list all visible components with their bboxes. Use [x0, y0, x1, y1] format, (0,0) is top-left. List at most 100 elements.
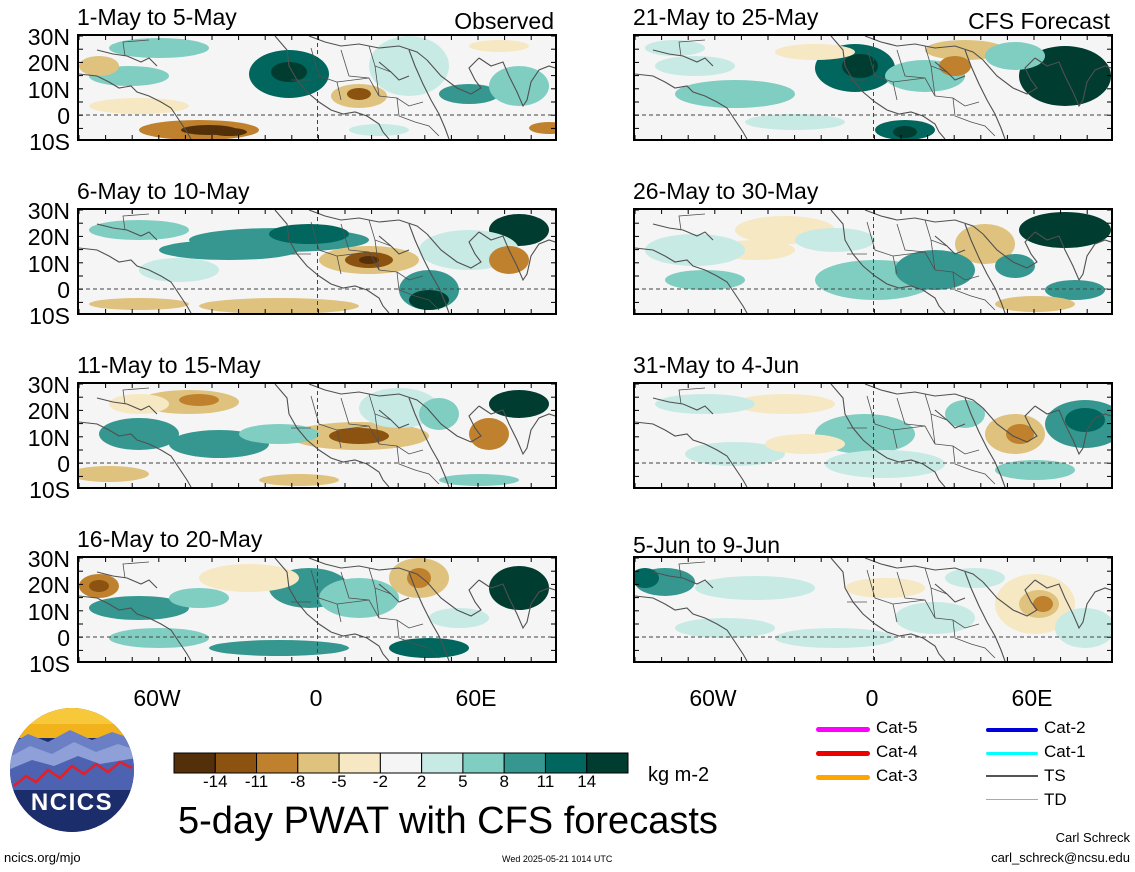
pwat-anomaly-area [169, 588, 229, 608]
coastline [408, 571, 450, 661]
lat-label: 0 [57, 625, 70, 651]
pwat-anomaly-area [329, 428, 389, 444]
coastline [635, 247, 748, 313]
pwat-anomaly-area [995, 460, 1075, 480]
pwat-anomaly-area [995, 254, 1035, 278]
coastline [478, 405, 555, 456]
pwat-anomaly-area [259, 474, 339, 486]
colorbar-tick-label: 14 [577, 772, 597, 791]
country-border [930, 239, 936, 271]
country-border [122, 213, 150, 231]
pwat-anomaly-area [1045, 280, 1105, 300]
coastline [426, 579, 482, 617]
coastline [1034, 579, 1111, 630]
country-border [934, 95, 980, 107]
map-panel-fcst-2 [633, 208, 1113, 315]
pwat-anomaly-area [995, 296, 1075, 312]
country-border [340, 49, 370, 79]
country-border [678, 387, 706, 405]
lat-label: 10N [27, 599, 70, 625]
pwat-anomaly-area [655, 56, 735, 76]
country-border [396, 619, 416, 645]
pwat-anomaly-area [1033, 596, 1053, 612]
country-border [396, 97, 416, 123]
coastline [652, 571, 714, 589]
lat-label: 30N [27, 372, 70, 398]
panel-title-obs-3: 11-May to 15-May [77, 352, 261, 378]
legend-label-cat5: Cat-5 [876, 718, 918, 737]
pwat-anomaly-area [955, 224, 1015, 264]
lat-label: 30N [27, 546, 70, 572]
legend-label-ts: TS [1044, 766, 1066, 785]
coastline [79, 421, 192, 487]
coastline [934, 61, 966, 81]
ncics-logo: NCICS [8, 706, 136, 834]
pwat-anomaly-area [419, 398, 459, 430]
pwat-anomaly-area [269, 224, 349, 244]
coastline [830, 558, 946, 661]
country-border [340, 571, 370, 601]
lat-label: 20N [27, 224, 70, 250]
country-border [866, 395, 898, 449]
coastline [274, 36, 390, 139]
colorbar-swatch [421, 752, 464, 774]
country-border [122, 561, 150, 579]
country-border [866, 569, 898, 623]
country-border [414, 121, 440, 137]
panel-title-fcst-4: 5-Jun to 9-Jun [633, 532, 781, 558]
country-border [866, 47, 898, 101]
logo-text: NCICS [31, 789, 113, 816]
country-border [952, 619, 972, 645]
pwat-anomaly-area [109, 628, 209, 648]
country-border [970, 121, 996, 137]
country-border [122, 39, 150, 57]
author-email: carl_schreck@ncsu.edu [991, 850, 1130, 865]
map-panel-fcst-3 [633, 382, 1113, 489]
coastline [378, 61, 410, 81]
colorbar-swatch [256, 752, 299, 774]
panel-title-fcst-1: 21-May to 25-May [633, 4, 819, 30]
legend-line-ts [986, 775, 1038, 777]
coastline [274, 210, 390, 313]
colorbar-tick-label: -8 [290, 772, 306, 791]
coastline [478, 231, 555, 282]
colorbar-swatches [173, 752, 629, 774]
pwat-anomaly-area [845, 578, 925, 598]
units-label: kg m-2 [648, 764, 710, 786]
pwat-anomaly-area [489, 390, 549, 418]
lat-label: 30N [27, 198, 70, 224]
ncics-logo-icon: NCICS [10, 708, 134, 832]
coastline [982, 231, 1038, 269]
legend-line-cat3 [816, 775, 870, 780]
pwat-anomaly-area [407, 568, 431, 588]
pwat-anomaly-area [529, 122, 555, 134]
lat-label: 20N [27, 572, 70, 598]
country-border [896, 571, 926, 601]
pwat-anomaly-area [1055, 608, 1111, 648]
country-border [952, 97, 972, 123]
legend-line-cat1 [986, 752, 1038, 755]
lat-label: 20N [27, 398, 70, 424]
country-border [310, 47, 342, 101]
country-border [952, 271, 972, 297]
coastline [378, 583, 410, 603]
coastline [96, 397, 158, 415]
coastline [274, 558, 390, 661]
pwat-anomaly-area [89, 98, 189, 114]
coastline [982, 405, 1038, 443]
pwat-anomaly-area [179, 394, 219, 406]
colorbar-swatch [338, 752, 381, 774]
pwat-anomaly-area [507, 222, 531, 238]
country-border [378, 443, 424, 455]
country-border [378, 269, 424, 281]
country-border [378, 617, 424, 629]
coastline [408, 49, 450, 139]
lat-label: 10N [27, 77, 70, 103]
colorbar-tick-label: -14 [202, 772, 228, 791]
colorbar-tick-label: -2 [372, 772, 388, 791]
lat-label: 30N [27, 24, 70, 50]
pwat-anomaly-area [665, 270, 745, 290]
pwat-anomaly-area [675, 618, 775, 638]
coastline [79, 595, 192, 661]
pwat-anomaly-area [359, 388, 439, 428]
